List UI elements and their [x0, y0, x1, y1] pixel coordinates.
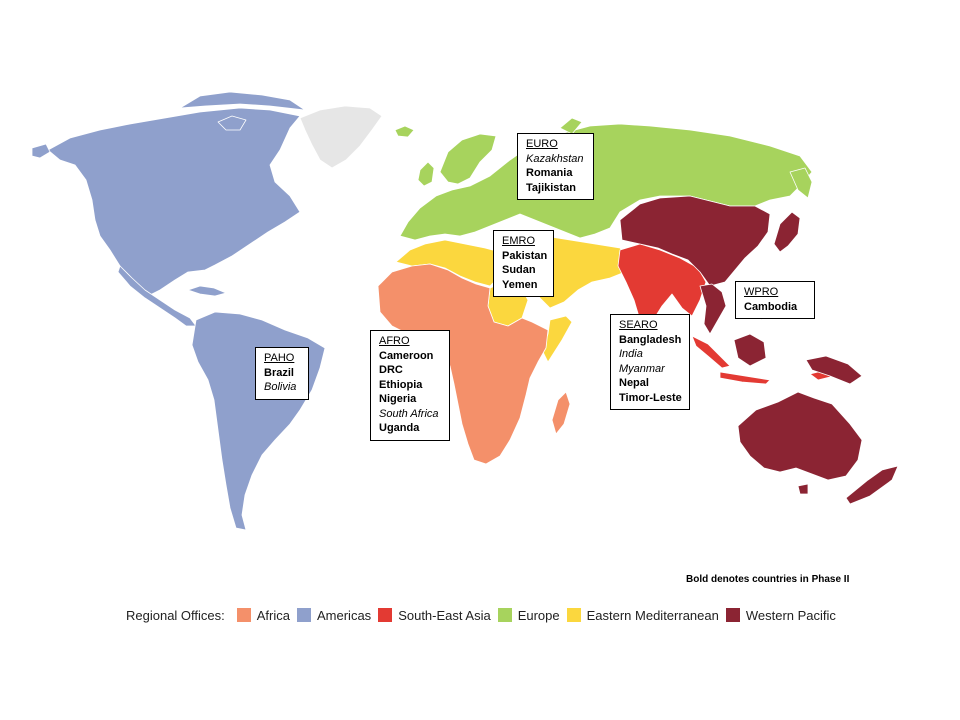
callout-country: Ethiopia — [379, 378, 423, 391]
legend: Regional Offices: Africa Americas South-… — [126, 606, 843, 624]
callout-emro: EMRO Pakistan Sudan Yemen — [493, 230, 554, 297]
callout-country: Bangladesh — [619, 333, 682, 346]
callout-title: WPRO — [744, 286, 779, 298]
legend-swatch — [497, 608, 512, 622]
callout-country: Myanmar — [619, 362, 665, 375]
callout-country: Nigeria — [379, 393, 417, 405]
legend-label: Europe — [517, 607, 560, 623]
caribbean — [187, 285, 227, 297]
greenland — [299, 105, 383, 169]
legend-title: Regional Offices: — [126, 607, 225, 623]
phase-note: Bold denotes countries in Phase II — [686, 574, 850, 585]
legend-swatch — [566, 608, 581, 622]
kamchatka-peninsula — [789, 167, 813, 199]
europe-russia — [399, 123, 813, 241]
callout-paho: PAHO Brazil Bolivia — [255, 347, 309, 400]
china-mongolia — [619, 195, 771, 287]
region-europe — [394, 117, 813, 241]
callout-country: Tajikistan — [526, 181, 576, 194]
iceland — [394, 125, 415, 138]
callout-country: DRC — [379, 364, 403, 376]
indonesia-west — [691, 335, 731, 369]
india-myanmar — [617, 243, 707, 335]
legend-label: South-East Asia — [398, 607, 491, 623]
legend-swatch — [378, 608, 393, 622]
legend-item-americas: Americas — [297, 608, 371, 623]
australia — [737, 391, 863, 481]
callout-country: Uganda — [379, 422, 420, 434]
callout-country: Nepal — [619, 377, 649, 389]
region-western-pacific — [619, 195, 899, 505]
north-america — [47, 107, 301, 297]
legend-item-africa: Africa — [236, 607, 290, 623]
java-islands — [719, 371, 771, 385]
novaya-zemlya — [559, 117, 583, 135]
legend-swatch — [236, 608, 251, 622]
scandinavia — [439, 133, 497, 185]
callout-country: South Africa — [379, 407, 439, 420]
callout-title: PAHO — [264, 352, 295, 364]
callout-euro: EURO Kazakhstan Romania Tajikistan — [517, 133, 594, 200]
new-guinea — [805, 355, 863, 385]
uk-ireland — [417, 161, 435, 187]
callout-country: Pakistan — [502, 249, 548, 262]
alaska-west — [31, 143, 51, 159]
callout-country: Bolivia — [264, 381, 297, 393]
legend-item-western-pacific: Western Pacific — [725, 607, 836, 623]
region-americas — [31, 91, 326, 531]
callout-wpro: WPRO Cambodia — [735, 281, 815, 319]
central-america — [117, 265, 197, 327]
callout-title: EMRO — [502, 235, 535, 247]
legend-swatch — [725, 608, 740, 622]
callout-country: Sudan — [502, 264, 536, 276]
legend-item-south-east-asia: South-East Asia — [378, 608, 491, 623]
callout-afro: AFRO Cameroon DRC Ethiopia Nigeria South… — [370, 330, 450, 441]
borneo-sulawesi — [733, 333, 767, 367]
callout-title: AFRO — [379, 335, 410, 347]
callout-title: EURO — [526, 138, 558, 150]
legend-label: Western Pacific — [745, 607, 836, 623]
callout-country: India — [619, 348, 643, 360]
callout-title: SEARO — [619, 319, 658, 331]
callout-country: Timor-Leste — [619, 391, 682, 404]
legend-item-europe: Europe — [497, 607, 560, 623]
legend-label: Africa — [256, 607, 290, 623]
legend-item-eastern-mediterranean: Eastern Mediterranean — [566, 607, 719, 623]
callout-country: Kazakhstan — [526, 152, 584, 165]
legend-label: Eastern Mediterranean — [586, 607, 719, 623]
arctic-islands — [179, 91, 306, 111]
callout-searo: SEARO Bangladesh India Myanmar Nepal Tim… — [610, 314, 690, 410]
tasmania — [797, 483, 809, 495]
legend-label: Americas — [317, 607, 372, 623]
callout-country: Cambodia — [744, 300, 798, 313]
japan — [773, 211, 801, 253]
legend-swatch — [297, 608, 311, 622]
indochina — [699, 283, 727, 335]
madagascar — [551, 391, 571, 435]
south-america — [191, 311, 326, 531]
callout-country: Brazil — [264, 366, 294, 379]
callout-country: Cameroon — [379, 349, 434, 362]
hudson-island — [217, 115, 247, 131]
new-zealand — [845, 465, 899, 505]
callout-country: Yemen — [502, 278, 538, 291]
callout-country: Romania — [526, 167, 573, 179]
